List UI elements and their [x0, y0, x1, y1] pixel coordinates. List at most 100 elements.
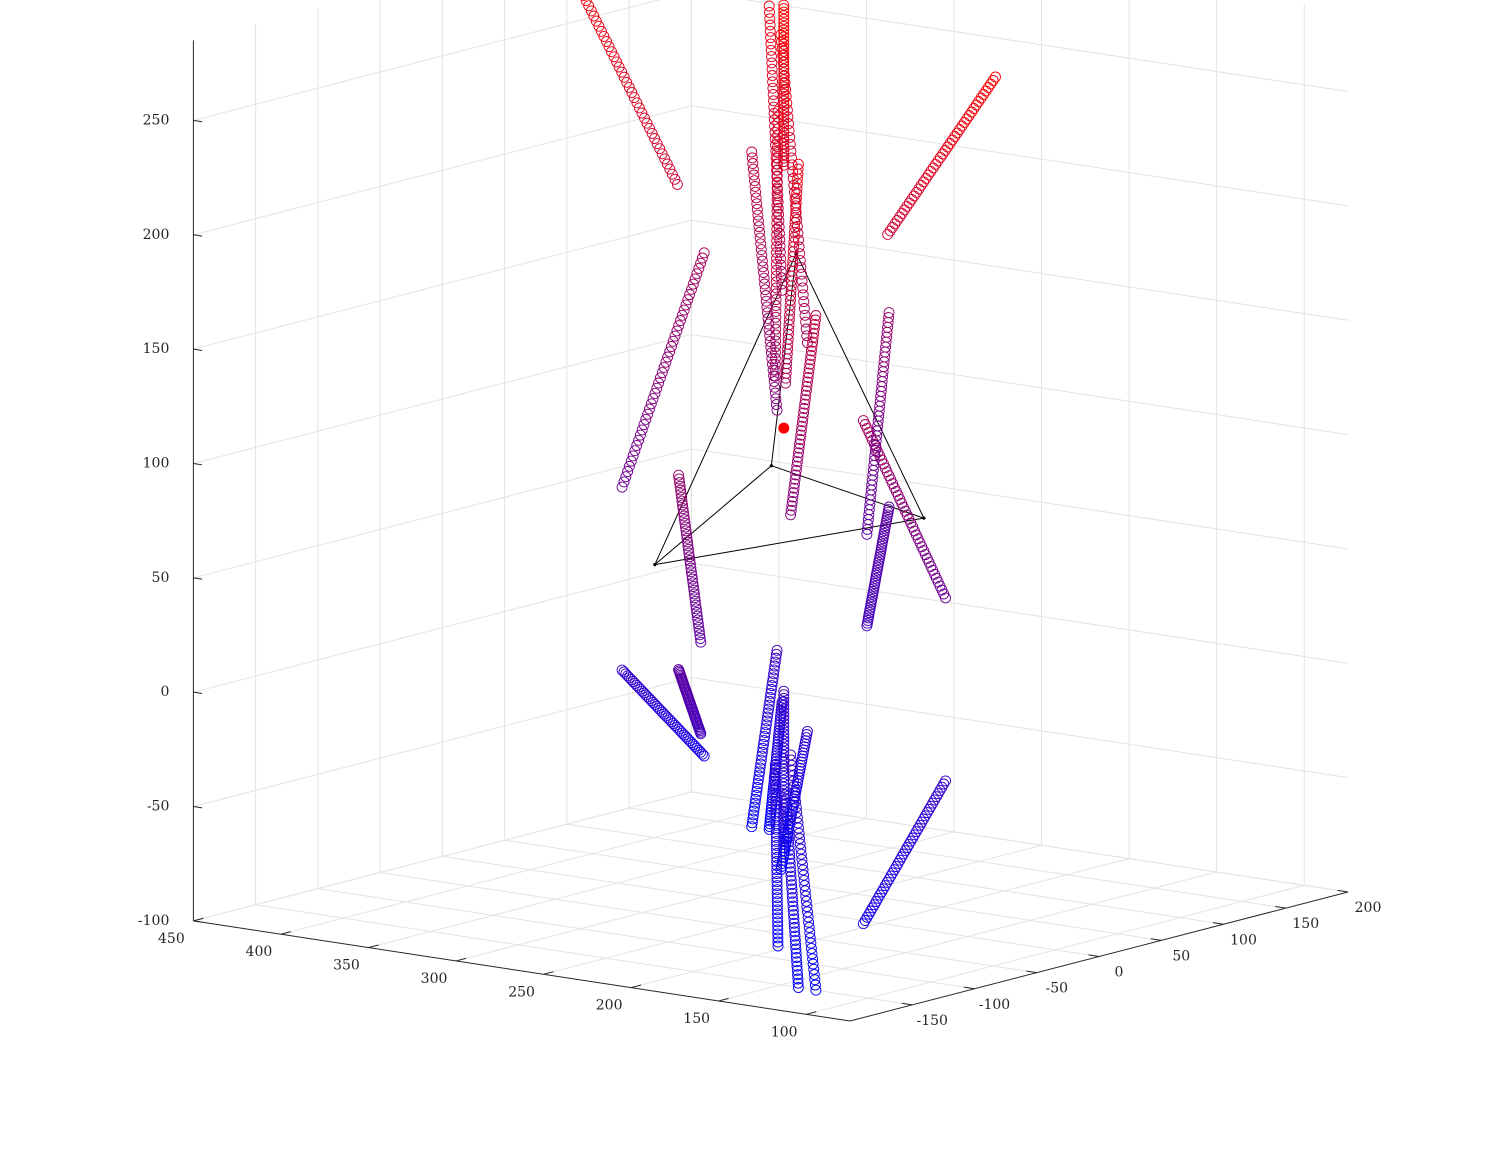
data-point	[767, 76, 779, 88]
data-point	[758, 272, 770, 284]
data-point	[625, 674, 637, 686]
data-point	[930, 791, 942, 803]
data-point	[772, 932, 784, 944]
data-point	[786, 765, 798, 777]
data-point	[747, 809, 759, 821]
data-point	[980, 85, 992, 97]
data-point	[689, 740, 701, 752]
data-point	[683, 547, 695, 559]
data-point	[783, 125, 795, 137]
data-point	[764, 19, 776, 31]
data-point	[772, 920, 784, 932]
data-point	[925, 800, 937, 812]
grid-line	[193, 105, 692, 236]
data-point	[903, 197, 915, 209]
data-point	[682, 540, 694, 552]
grid-line	[193, 791, 692, 922]
data-point	[762, 707, 774, 719]
data-point	[770, 305, 782, 317]
data-point	[797, 747, 809, 759]
data-point	[792, 969, 804, 981]
data-point	[770, 787, 782, 799]
data-point	[590, 15, 602, 27]
data-point	[808, 327, 820, 339]
grid-line	[193, 677, 692, 808]
data-point	[804, 354, 816, 366]
data-point	[901, 200, 913, 212]
data-point	[932, 788, 944, 800]
data-point	[772, 912, 784, 924]
data-point	[770, 323, 782, 335]
data-point	[768, 101, 780, 113]
data-point	[606, 46, 617, 58]
ray-layer	[580, 0, 1001, 996]
x-axis-line	[193, 920, 851, 1022]
data-point	[770, 791, 782, 803]
data-point	[626, 87, 638, 98]
data-point	[800, 389, 812, 401]
data-point	[799, 309, 811, 321]
data-point	[675, 484, 687, 496]
data-point	[958, 117, 970, 128]
data-point	[785, 870, 797, 882]
data-point	[698, 247, 710, 259]
data-point	[669, 173, 681, 185]
data-point	[633, 434, 645, 446]
data-point	[773, 215, 785, 227]
data-point	[920, 172, 932, 184]
data-point	[798, 407, 810, 419]
data-point	[778, 145, 790, 157]
data-point	[680, 299, 692, 311]
data-point	[754, 762, 766, 774]
z-tick-label: -50	[147, 799, 170, 815]
data-point	[675, 315, 686, 326]
x-tick-label: 150	[683, 1011, 710, 1027]
data-point	[646, 127, 658, 139]
data-point	[786, 883, 798, 895]
ray	[775, 725, 813, 876]
data-point	[803, 367, 815, 379]
data-point	[810, 984, 822, 996]
data-point	[789, 934, 801, 946]
data-point	[669, 330, 681, 342]
data-point	[764, 691, 776, 703]
ray	[861, 307, 895, 540]
data-point	[616, 66, 628, 78]
data-point	[747, 813, 759, 825]
data-point	[696, 252, 708, 264]
data-point	[790, 943, 802, 955]
data-point	[770, 753, 782, 765]
data-point	[796, 420, 808, 432]
data-point	[771, 872, 783, 884]
data-point	[916, 816, 928, 828]
data-point	[787, 799, 799, 811]
grid-line	[442, 855, 1100, 957]
y-tick-label: 50	[1172, 948, 1190, 964]
y-tick-label: 100	[1230, 932, 1257, 948]
data-point	[778, 3, 790, 15]
data-point	[792, 163, 804, 175]
data-point	[804, 358, 816, 370]
ray	[857, 775, 951, 930]
data-point	[644, 122, 655, 134]
data-point	[694, 629, 706, 641]
data-point	[634, 429, 646, 441]
y-tick-label: -100	[979, 997, 1010, 1013]
data-point	[934, 151, 946, 163]
data-point	[789, 930, 801, 942]
data-point	[905, 835, 917, 847]
data-point	[746, 817, 758, 829]
data-point	[678, 510, 690, 522]
grid-line	[255, 904, 913, 1006]
data-point	[807, 953, 819, 965]
data-point	[772, 936, 784, 948]
data-point	[770, 803, 782, 815]
data-point	[770, 799, 782, 811]
z-tick	[193, 577, 203, 580]
ray	[780, 158, 804, 389]
z-tick-label: 150	[143, 341, 170, 357]
data-point	[760, 295, 772, 307]
data-point	[898, 848, 909, 860]
data-point	[767, 676, 778, 688]
data-point	[771, 164, 783, 176]
